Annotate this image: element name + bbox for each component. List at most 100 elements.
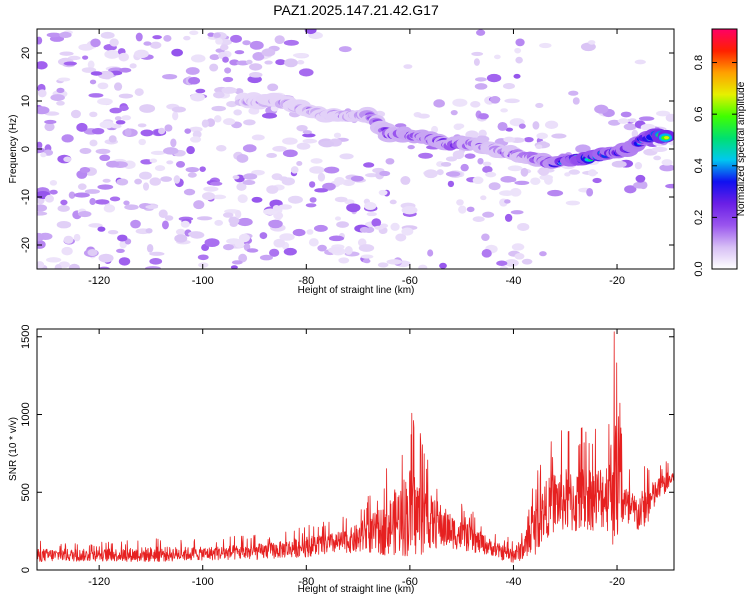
noise-blob	[89, 111, 98, 118]
colorbar-tick-label: 0.6	[693, 107, 705, 122]
noise-blob	[310, 158, 323, 164]
noise-blob	[278, 176, 289, 182]
noise-blob	[665, 183, 674, 189]
noise-blob	[251, 134, 265, 141]
noise-blob	[216, 145, 227, 152]
noise-blob	[211, 105, 226, 112]
noise-blob	[323, 166, 340, 174]
noise-blob	[518, 123, 526, 129]
noise-blob	[283, 39, 299, 46]
noise-blob	[445, 171, 461, 177]
noise-blob	[494, 54, 501, 60]
noise-blob	[57, 77, 71, 82]
noise-blob	[91, 127, 105, 135]
noise-blob	[460, 163, 469, 172]
noise-blob	[272, 145, 287, 152]
noise-blob	[189, 30, 199, 36]
noise-blob	[222, 212, 234, 218]
noise-blob	[532, 121, 540, 130]
noise-blob	[496, 260, 508, 266]
noise-blob	[149, 251, 165, 256]
spectrogram-marks	[37, 29, 674, 269]
noise-blob	[480, 195, 487, 201]
noise-blob	[173, 175, 181, 184]
noise-blob	[233, 109, 242, 116]
noise-blob	[201, 192, 216, 201]
noise-blob	[162, 73, 178, 80]
noise-blob	[223, 243, 234, 251]
noise-blob	[261, 48, 276, 57]
noise-blob	[379, 170, 391, 177]
noise-blob	[333, 132, 342, 139]
noise-blob	[134, 49, 149, 59]
spectrogram-x-label: Height of straight line (km)	[298, 285, 415, 296]
colorbar-gradient	[711, 28, 738, 270]
noise-blob	[386, 259, 403, 265]
noise-blob	[78, 43, 94, 51]
colorbar-tick-label: 0.2	[693, 210, 705, 225]
noise-blob	[504, 98, 520, 104]
noise-blob	[152, 35, 162, 40]
noise-blob	[99, 120, 115, 129]
noise-blob	[503, 136, 516, 143]
noise-blob	[617, 118, 630, 124]
noise-blob	[623, 123, 637, 131]
noise-blob	[665, 113, 674, 122]
colorbar-tick-label: 0.4	[693, 158, 705, 173]
noise-blob	[338, 46, 352, 53]
noise-blob	[259, 232, 268, 240]
snr-x-tick-label: -100	[192, 576, 214, 588]
noise-blob	[458, 205, 467, 214]
noise-blob	[189, 231, 205, 239]
noise-blob	[56, 220, 72, 229]
noise-blob	[59, 51, 74, 56]
spectrogram-y-tick-label: -20	[20, 237, 32, 253]
noise-blob	[44, 194, 54, 203]
noise-blob	[150, 41, 162, 49]
noise-blob	[418, 152, 433, 159]
noise-blob	[94, 199, 110, 205]
noise-blob	[587, 169, 597, 177]
noise-blob	[620, 111, 632, 118]
noise-blob	[638, 116, 655, 121]
noise-blob	[97, 184, 114, 190]
noise-blob	[87, 60, 95, 69]
noise-blob	[190, 93, 205, 102]
noise-blob	[266, 185, 279, 194]
noise-blob	[37, 89, 47, 98]
noise-blob	[185, 166, 200, 173]
noise-blob	[488, 182, 501, 191]
noise-blob	[118, 52, 130, 62]
noise-blob	[119, 67, 132, 73]
noise-blob	[517, 222, 530, 231]
noise-blob	[499, 265, 509, 269]
noise-blob	[436, 169, 444, 176]
noise-blob	[418, 264, 428, 269]
noise-blob	[249, 71, 263, 78]
figure-title: PAZ1.2025.147.21.42.G17	[273, 2, 439, 18]
noise-blob	[123, 200, 130, 206]
noise-blob	[87, 249, 98, 257]
noise-blob	[474, 83, 488, 90]
noise-blob	[296, 60, 305, 65]
noise-blob	[433, 99, 445, 108]
noise-blob	[456, 199, 464, 206]
noise-blob	[138, 138, 147, 146]
noise-blob	[220, 44, 229, 51]
noise-blob	[139, 171, 152, 180]
snr-x-label: Height of straight line (km)	[298, 584, 415, 595]
noise-blob	[334, 176, 345, 186]
noise-blob	[249, 40, 264, 50]
noise-blob	[401, 205, 418, 215]
noise-blob	[338, 257, 350, 264]
snr-frame	[36, 328, 675, 571]
noise-blob	[611, 160, 627, 168]
noise-blob	[37, 106, 50, 115]
noise-blob	[197, 254, 209, 261]
noise-blob	[514, 252, 525, 260]
noise-blob	[98, 253, 114, 263]
noise-blob	[447, 180, 455, 188]
noise-blob	[57, 205, 70, 212]
noise-blob	[212, 194, 227, 200]
spectrogram-x-tick-label: -60	[402, 275, 418, 287]
